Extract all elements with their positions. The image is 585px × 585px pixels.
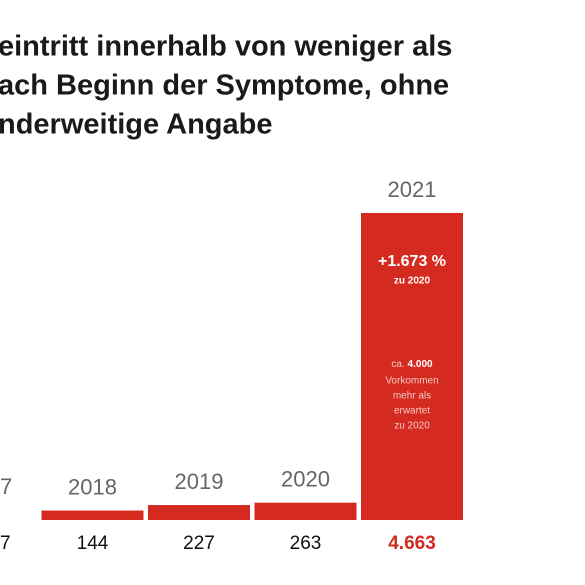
annotation-note: Vorkommen xyxy=(385,376,438,387)
chart-title: nderweitige Angabe xyxy=(0,109,272,141)
annotation-prefix: ca. xyxy=(391,359,404,370)
chart-title: ach Beginn der Symptome, ohne xyxy=(0,70,449,102)
annotation-note: mehr als xyxy=(393,391,431,402)
annotation-number: 4.000 xyxy=(408,359,433,370)
chart-title: eintritt innerhalb von weniger als xyxy=(0,31,452,63)
category-label: 7 xyxy=(0,474,12,499)
annotation-note: ca. 4.000 xyxy=(391,359,433,370)
value-label: 4.663 xyxy=(388,533,436,554)
value-label: 144 xyxy=(77,533,109,554)
annotation-note: erwartet xyxy=(394,406,430,417)
category-label: 2021 xyxy=(388,177,437,202)
value-label: 7 xyxy=(0,533,11,554)
bar xyxy=(148,505,250,520)
value-label: 227 xyxy=(183,533,215,554)
bar xyxy=(41,510,144,520)
category-label: 2019 xyxy=(175,469,224,494)
annotation-change: +1.673 % xyxy=(378,253,446,270)
annotation-ref: zu 2020 xyxy=(394,276,431,287)
annotation-note: zu 2020 xyxy=(394,421,430,432)
value-label: 263 xyxy=(290,533,322,554)
bar xyxy=(361,213,463,520)
bar xyxy=(254,502,357,520)
category-label: 2020 xyxy=(281,466,330,491)
category-label: 2018 xyxy=(68,474,117,499)
